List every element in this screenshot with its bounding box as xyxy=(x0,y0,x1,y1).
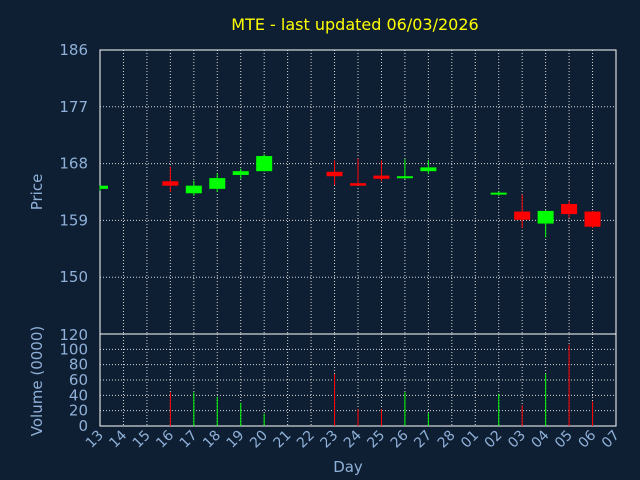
x-tick-label: 22 xyxy=(294,428,318,452)
volume-tick-label: 100 xyxy=(59,340,88,358)
price-axis-label: Price xyxy=(28,174,46,211)
x-tick-label: 27 xyxy=(411,428,435,452)
price-tick-label: 186 xyxy=(59,41,88,59)
x-axis-label: Day xyxy=(333,458,363,476)
candle-body xyxy=(185,185,202,194)
candle-body xyxy=(373,175,390,179)
price-tick-label: 168 xyxy=(59,155,88,173)
candle-body xyxy=(326,171,343,177)
x-tick-label: 21 xyxy=(271,428,295,452)
volume-tick-label: 20 xyxy=(69,402,88,420)
x-tick-label: 02 xyxy=(482,428,506,452)
candle-body xyxy=(396,176,413,179)
x-tick-label: 06 xyxy=(575,427,599,451)
price-panel: 150 159 168 177 186 xyxy=(59,41,617,335)
x-tick-label: 17 xyxy=(177,428,201,452)
x-axis: 13 14 15 16 17 18 19 20 21 22 23 24 25 26 27 28 01 02 03 04… xyxy=(83,427,623,451)
candle-body xyxy=(232,171,249,175)
candle-body xyxy=(209,178,226,189)
x-tick-label: 04 xyxy=(529,427,553,451)
price-tick-label: 177 xyxy=(59,98,88,116)
volume-tick-label: 0 xyxy=(78,417,88,435)
candle-body xyxy=(100,185,108,189)
x-tick-label: 19 xyxy=(224,428,248,452)
x-tick-label: 28 xyxy=(435,428,459,452)
x-tick-label: 14 xyxy=(106,427,130,451)
candle-body xyxy=(420,167,437,172)
volume-tick-label: 80 xyxy=(69,356,88,374)
candle-body xyxy=(514,211,531,220)
candle-body xyxy=(256,156,273,172)
x-tick-label: 05 xyxy=(552,428,576,452)
volume-top-tick-label: 120 xyxy=(59,326,88,344)
candle-body xyxy=(490,192,507,195)
volume-axis-label: Volume (0000) xyxy=(28,326,46,436)
candle-body xyxy=(350,183,366,186)
candle-body xyxy=(537,210,554,224)
x-tick-label: 26 xyxy=(388,427,412,451)
volume-tick-label: 40 xyxy=(69,386,88,404)
volume-tick-label: 60 xyxy=(69,371,88,389)
x-tick-label: 20 xyxy=(247,428,271,452)
price-tick-label: 150 xyxy=(59,268,88,286)
x-tick-label: 03 xyxy=(505,428,529,452)
chart-title: MTE - last updated 06/03/2026 xyxy=(231,15,478,34)
x-tick-label: 25 xyxy=(364,428,388,452)
x-tick-label: 24 xyxy=(341,427,365,451)
x-tick-label: 15 xyxy=(130,428,154,452)
price-tick-label: 159 xyxy=(59,211,88,229)
candle-body xyxy=(584,211,601,227)
x-tick-label: 18 xyxy=(200,428,224,452)
candle-body xyxy=(162,181,179,186)
x-tick-label: 07 xyxy=(599,428,623,452)
x-tick-label: 01 xyxy=(458,428,482,452)
x-tick-label: 16 xyxy=(153,427,177,451)
candle-body xyxy=(561,203,578,215)
x-tick-label: 23 xyxy=(317,428,341,452)
